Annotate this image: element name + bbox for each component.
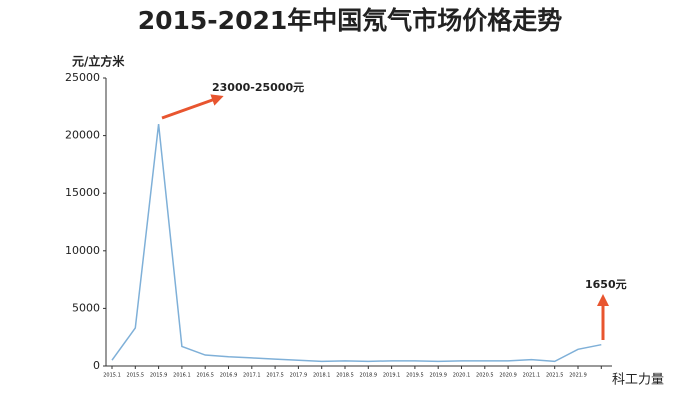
x-tick-label: 2021.5 <box>546 373 564 379</box>
chart-title: 2015-2021年中国氖气市场价格走势 <box>138 6 563 35</box>
x-tick-label: 2020.1 <box>453 373 471 379</box>
x-tick-label: 2016.1 <box>173 373 191 379</box>
x-tick-label: 2019.5 <box>406 373 424 379</box>
y-tick-label: 15000 <box>65 186 100 199</box>
y-tick-label: 10000 <box>65 244 100 257</box>
x-tick-label: 2017.5 <box>266 373 284 379</box>
x-tick-label: 2016.9 <box>220 373 238 379</box>
x-tick-label: 2017.1 <box>243 373 261 379</box>
watermark: 科工力量 <box>612 373 664 388</box>
arrow <box>161 94 224 120</box>
x-tick-label: 2021.9 <box>569 373 587 379</box>
x-tick-label: 2016.5 <box>196 373 214 379</box>
x-tick-label: 2018.9 <box>360 373 378 379</box>
x-tick-label: 2018.5 <box>336 373 354 379</box>
x-tick-label: 2019.9 <box>429 373 447 379</box>
x-tick-label: 2019.1 <box>383 373 401 379</box>
y-axis-label: 元/立方米 <box>72 54 125 69</box>
y-tick-label: 5000 <box>72 301 100 314</box>
y-tick-label: 25000 <box>65 71 100 84</box>
x-tick-label: 2015.1 <box>103 373 121 379</box>
y-tick-label: 20000 <box>65 129 100 142</box>
y-tick-label: 0 <box>93 359 100 372</box>
x-tick-label: 2021.1 <box>523 373 541 379</box>
annotation: 1650元 <box>585 278 627 291</box>
x-tick-label: 2015.5 <box>127 373 145 379</box>
x-tick-label: 2017.9 <box>290 373 308 379</box>
x-tick-label: 2018.1 <box>313 373 331 379</box>
x-tick-label: 2020.5 <box>476 373 494 379</box>
annotation: 23000-25000元 <box>212 81 304 94</box>
x-tick-label: 2020.9 <box>499 373 517 379</box>
data-line <box>111 123 602 363</box>
x-tick-label: 2015.9 <box>150 373 168 379</box>
